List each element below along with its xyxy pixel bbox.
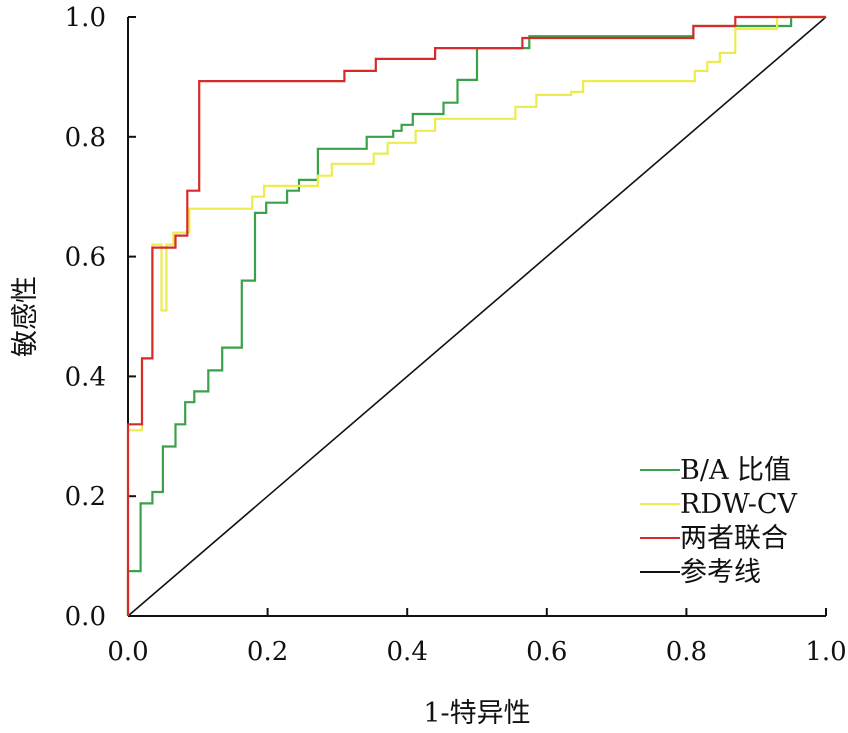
series-line-1: [126, 15, 826, 616]
x-tick-label: 0.4: [387, 637, 428, 667]
legend-label: RDW-CV: [680, 489, 798, 520]
x-ticks: 0.0 0.2 0.4 0.6 0.8 1.0: [107, 608, 847, 667]
y-tick-label: 0.8: [65, 123, 106, 153]
y-tick-label: 1.0: [65, 3, 106, 33]
x-tick-label: 0.6: [526, 637, 567, 667]
legend-label: 参考线: [680, 557, 761, 588]
y-ticks: 0.0 0.2 0.4 0.6 0.8 1.0: [65, 3, 136, 632]
y-axis-title: 敏感性: [10, 276, 41, 357]
x-tick-label: 0.8: [666, 637, 707, 667]
legend-label: 两者联合: [680, 523, 788, 554]
series-line-4: [127, 16, 827, 617]
series-line-3: [126, 15, 826, 616]
y-tick-label: 0.2: [65, 482, 106, 512]
legend-label: B/A 比值: [680, 455, 791, 486]
x-tick-label: 1.0: [805, 637, 846, 667]
y-tick-label: 0.6: [65, 243, 106, 273]
x-tick-label: 0.2: [247, 637, 288, 667]
y-tick-label: 0.0: [65, 602, 106, 632]
y-tick-label: 0.4: [65, 362, 106, 392]
x-tick-label: 0.0: [107, 637, 148, 667]
series-line-2: [126, 15, 826, 616]
x-axis-title: 1-特异性: [423, 698, 530, 729]
series-layer: [126, 15, 827, 617]
